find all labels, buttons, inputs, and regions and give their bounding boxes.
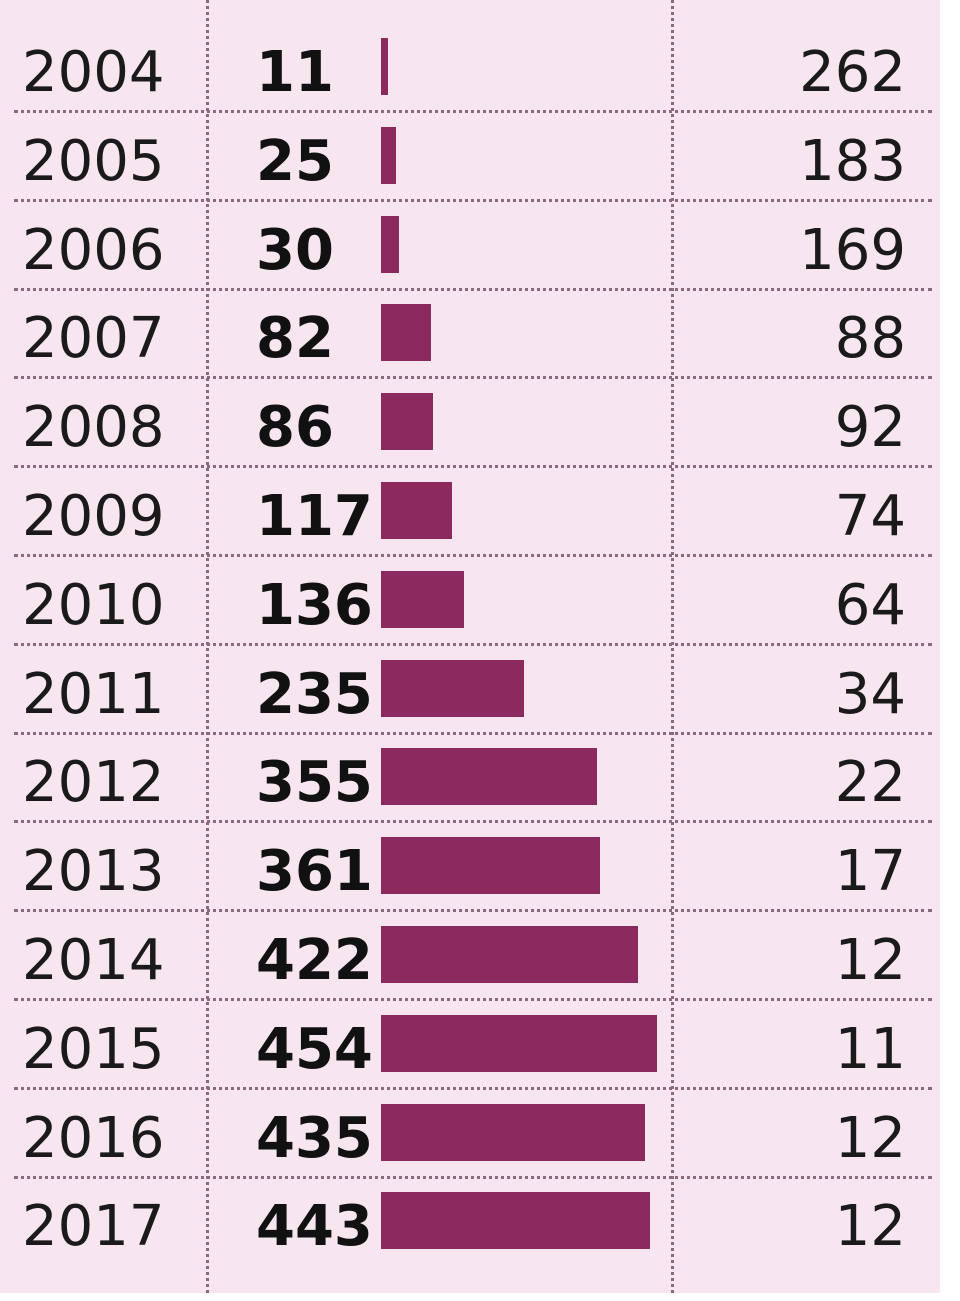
bar <box>381 660 524 717</box>
bar <box>381 216 399 273</box>
year-label: 2016 <box>22 1106 165 1171</box>
value-label: 422 <box>256 928 373 993</box>
bar <box>381 748 597 805</box>
year-label: 2004 <box>22 40 165 105</box>
year-label: 2012 <box>22 750 165 815</box>
right-value-label: 11 <box>834 1017 906 1082</box>
year-label: 2007 <box>22 306 165 371</box>
right-value-label: 12 <box>834 1106 906 1171</box>
year-label: 2017 <box>22 1194 165 1259</box>
bar <box>381 304 431 361</box>
value-label: 136 <box>256 573 373 638</box>
right-value-label: 74 <box>834 484 906 549</box>
right-value-label: 34 <box>834 662 906 727</box>
year-label: 2005 <box>22 129 165 194</box>
right-value-label: 12 <box>834 928 906 993</box>
right-value-label: 12 <box>834 1194 906 1259</box>
row-divider <box>14 1176 932 1179</box>
bar <box>381 1192 650 1249</box>
year-label: 2006 <box>22 218 165 283</box>
value-label: 454 <box>256 1017 373 1082</box>
column-divider <box>206 0 209 1293</box>
value-label: 443 <box>256 1194 373 1259</box>
right-value-label: 17 <box>834 839 906 904</box>
row-divider <box>14 376 932 379</box>
value-label: 82 <box>256 306 334 371</box>
bar <box>381 837 600 894</box>
row-divider <box>14 554 932 557</box>
bar <box>381 926 638 983</box>
year-label: 2009 <box>22 484 165 549</box>
row-divider <box>14 643 932 646</box>
row-divider <box>14 465 932 468</box>
row-divider <box>14 288 932 291</box>
right-value-label: 92 <box>834 395 906 460</box>
row-divider <box>14 199 932 202</box>
value-label: 86 <box>256 395 334 460</box>
row-divider <box>14 110 932 113</box>
right-value-label: 64 <box>834 573 906 638</box>
year-label: 2011 <box>22 662 165 727</box>
bar <box>381 482 452 539</box>
row-divider <box>14 820 932 823</box>
value-label: 25 <box>256 129 334 194</box>
bar <box>381 571 464 628</box>
year-label: 2010 <box>22 573 165 638</box>
value-label: 30 <box>256 218 334 283</box>
bar <box>381 1015 657 1072</box>
value-label: 355 <box>256 750 373 815</box>
right-value-label: 262 <box>799 40 906 105</box>
value-label: 435 <box>256 1106 373 1171</box>
row-divider <box>14 998 932 1001</box>
year-label: 2008 <box>22 395 165 460</box>
bar <box>381 127 396 184</box>
year-label: 2015 <box>22 1017 165 1082</box>
value-label: 117 <box>256 484 373 549</box>
year-label: 2013 <box>22 839 165 904</box>
year-label: 2014 <box>22 928 165 993</box>
data-table: 2004 11 262 2005 25 183 2006 30 169 2007 82 88 2008 8… <box>0 0 940 1293</box>
right-value-label: 22 <box>834 750 906 815</box>
right-value-label: 169 <box>799 218 906 283</box>
value-label: 235 <box>256 662 373 727</box>
column-divider <box>671 0 674 1293</box>
bar <box>381 38 388 95</box>
page-edge <box>940 0 960 1301</box>
right-value-label: 183 <box>799 129 906 194</box>
value-label: 361 <box>256 839 373 904</box>
row-divider <box>14 909 932 912</box>
row-divider <box>14 1087 932 1090</box>
bar <box>381 393 433 450</box>
right-value-label: 88 <box>834 306 906 371</box>
bar <box>381 1104 645 1161</box>
value-label: 11 <box>256 40 334 105</box>
row-divider <box>14 732 932 735</box>
